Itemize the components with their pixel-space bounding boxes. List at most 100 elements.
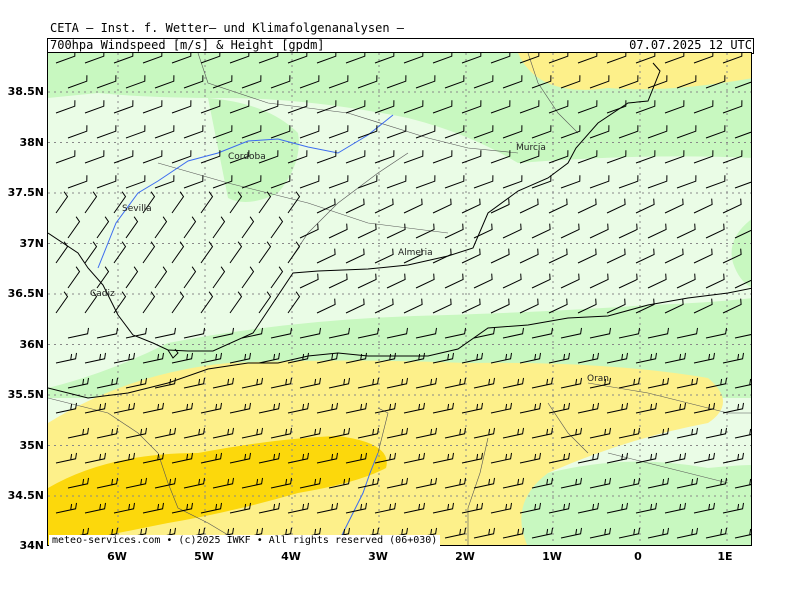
wind-barb	[142, 150, 163, 164]
wind-barb	[229, 452, 251, 464]
wind-barb	[84, 502, 106, 514]
wind-barb	[183, 216, 197, 239]
wind-barb	[55, 402, 77, 414]
city-label-murcia: Murcia	[516, 143, 546, 153]
wind-barb	[183, 266, 197, 289]
wind-barb	[548, 452, 570, 464]
wind-barb	[676, 175, 697, 189]
wind-barb	[374, 402, 396, 414]
wind-barb	[403, 402, 425, 414]
wind-barb	[618, 75, 639, 89]
wind-barb	[705, 427, 727, 439]
wind-barb	[403, 502, 425, 514]
wind-barb	[212, 427, 234, 439]
zone-light-green-cordoba	[208, 98, 299, 202]
wind-barb	[432, 502, 454, 514]
wind-barb	[461, 248, 481, 264]
wind-barb	[229, 352, 251, 364]
city-label-sevilla: Sevilla	[122, 204, 152, 214]
wind-barb	[606, 402, 628, 414]
wind-barb	[664, 298, 684, 314]
wind-barb	[84, 53, 105, 64]
wind-barb	[664, 53, 685, 64]
wind-barb	[299, 125, 320, 139]
wind-barb	[606, 502, 628, 514]
wind-barb	[287, 291, 301, 314]
wind-barb	[444, 477, 466, 489]
wind-barb	[200, 150, 221, 164]
wind-barb	[113, 53, 134, 64]
wind-barb	[502, 327, 524, 339]
wind-barb	[125, 266, 139, 289]
wind-barb	[519, 53, 540, 64]
wind-barb	[705, 125, 726, 139]
wind-barb	[606, 452, 628, 464]
wind-barb	[328, 427, 350, 439]
wind-barb	[403, 352, 425, 364]
wind-barb	[55, 291, 69, 314]
lat-label: 37.5N	[7, 186, 44, 199]
wind-barb	[316, 100, 337, 114]
wind-barb	[548, 352, 570, 364]
weather-map[interactable]	[48, 53, 752, 546]
wind-barb	[577, 352, 599, 364]
wind-barb	[287, 150, 308, 164]
wind-barb	[171, 291, 185, 314]
wind-barb	[664, 402, 686, 414]
wind-barb	[664, 248, 684, 264]
wind-barb	[635, 53, 656, 64]
wind-barb	[618, 273, 638, 289]
wind-barb	[287, 241, 301, 264]
lon-label: 2W	[455, 550, 475, 563]
wind-barb	[316, 248, 336, 264]
lat-label: 36N	[19, 338, 44, 351]
wind-barb	[502, 273, 522, 289]
wind-barb	[55, 150, 76, 164]
wind-barb	[374, 100, 395, 114]
wind-barb	[403, 53, 424, 64]
wind-barb	[461, 53, 482, 64]
wind-barb	[473, 75, 494, 89]
wind-barb	[287, 402, 309, 414]
wind-barb	[345, 100, 366, 114]
wind-barb	[722, 100, 743, 114]
wind-barb	[676, 327, 698, 339]
wind-barb	[200, 352, 222, 364]
map-frame[interactable]	[47, 52, 752, 546]
wind-barb	[67, 477, 89, 489]
wind-barb	[676, 477, 698, 489]
wind-barb	[200, 452, 222, 464]
wind-barb	[490, 502, 512, 514]
wind-barb	[490, 150, 511, 164]
wind-barb	[171, 402, 193, 414]
wind-barb	[55, 502, 77, 514]
wind-barb	[577, 452, 599, 464]
wind-barb	[258, 191, 272, 214]
wind-barb	[444, 223, 464, 239]
wind-barb	[432, 150, 453, 164]
wind-barb	[519, 150, 540, 164]
wind-barb	[473, 527, 495, 539]
wind-barb	[647, 327, 669, 339]
wind-barb	[502, 175, 523, 189]
wind-barb	[444, 527, 466, 539]
wind-barb	[734, 334, 751, 339]
wind-barb	[386, 477, 408, 489]
wind-barb	[357, 273, 377, 289]
wind-barb	[531, 377, 553, 389]
wind-barb	[299, 327, 321, 339]
wind-barb	[241, 175, 262, 189]
wind-barb	[113, 352, 135, 364]
wind-barb	[589, 427, 611, 439]
zone-yellow-northeast	[518, 53, 751, 90]
wind-barb	[589, 327, 611, 339]
wind-barb	[142, 452, 164, 464]
wind-barb	[142, 402, 164, 414]
wind-barb	[345, 248, 365, 264]
wind-barb	[386, 223, 406, 239]
wind-barb	[664, 452, 686, 464]
wind-barb	[386, 273, 406, 289]
wind-barb	[548, 502, 570, 514]
wind-barb	[328, 327, 350, 339]
wind-barb	[606, 298, 626, 314]
